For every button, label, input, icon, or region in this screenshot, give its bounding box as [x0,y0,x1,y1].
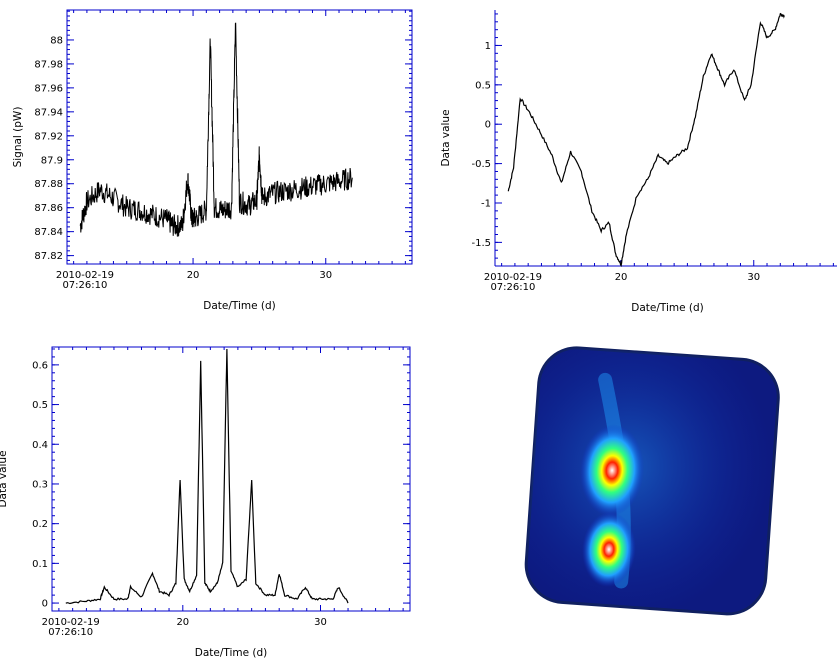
series-line [65,348,349,605]
y-tick-label: 87.88 [34,179,63,190]
y-tick-label: 87.82 [34,251,63,262]
heatmap-peak [582,511,636,588]
y-axis-title: Data value [0,450,9,507]
y-tick-label: 0 [485,120,491,131]
y-axis-title: Signal (pW) [12,107,24,168]
y-tick-label: 87.98 [34,59,63,70]
y-tick-label: 87.9 [41,155,63,166]
x-tick-label: 30 [314,617,327,628]
x-tick-label: 30 [319,270,332,281]
y-tick-label: 87.96 [34,83,63,94]
y-tick-label: 0.1 [32,559,48,570]
x-tick-label: 30 [747,272,760,283]
y-tick-label: 1 [485,41,491,52]
y-tick-label: 0 [42,599,48,610]
y-tick-label: -0.5 [471,159,491,170]
heatmap-field [524,346,780,616]
y-tick-label: 88 [50,35,63,46]
x-tick-label: 20 [187,270,200,281]
y-tick-label: 0.5 [475,80,491,91]
y-tick-label: -1 [481,198,491,209]
x-axis-title: Date/Time (d) [195,647,268,658]
start-time-label: 07:26:10 [62,280,107,291]
signal-chart: 87.82 87.84 87.86 87.88 87.9 87.92 87.94 87.96 8… [12,9,413,312]
y-tick-label: 0.3 [32,479,48,490]
y-tick-label: 0.2 [32,519,48,530]
start-time-label: 07:26:10 [490,282,535,293]
x-tick-label: 20 [176,617,189,628]
start-time-label: 07:26:10 [48,627,93,638]
start-date-label: 2010-02-19 [56,270,114,281]
heatmap-image [524,346,780,616]
series-line [79,22,353,237]
x-tick-label: 20 [615,272,628,283]
start-date-label: 2010-02-19 [484,272,542,283]
heatmap-haze [526,347,779,614]
y-tick-label: 87.84 [34,227,63,238]
y-tick-label: 87.92 [34,131,63,142]
start-date-label: 2010-02-19 [42,617,100,628]
y-tick-label: -1.5 [471,238,491,249]
data-value-chart-bottom: 0 0.1 0.2 0.3 0.4 0.5 0.6 20 30 2010-02-1907:26:1… [0,346,411,658]
y-tick-label: 0.5 [32,400,48,411]
x-axis-title: Date/Time (d) [203,300,276,312]
series-line [507,12,785,268]
y-tick-label: 87.94 [34,107,63,118]
y-tick-label: 0.6 [32,360,48,371]
y-axis-title: Data value [440,109,452,166]
y-tick-label: 0.4 [32,440,48,451]
plot-frame [51,346,411,612]
x-axis-title: Date/Time (d) [631,302,704,314]
heatmap-peak [579,424,645,517]
y-tick-label: 87.86 [34,203,63,214]
plot-frame [66,9,413,265]
